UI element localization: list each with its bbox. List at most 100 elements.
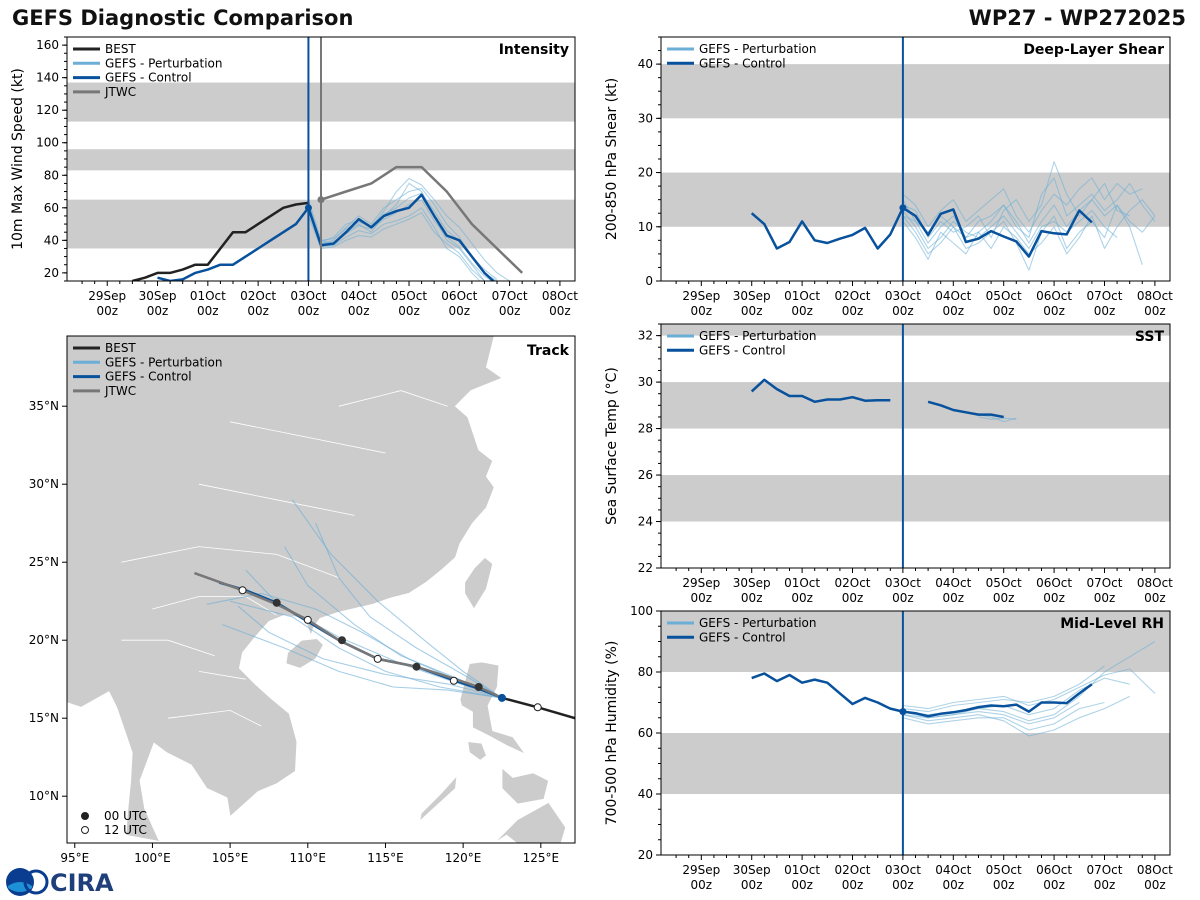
intensity-xtick-label-hour: 00z bbox=[96, 304, 118, 318]
rh-band-1 bbox=[661, 611, 1170, 672]
sst-xtick-label-date: 08Oct bbox=[1137, 576, 1173, 590]
intensity-init-point bbox=[304, 204, 312, 212]
sst-xtick-label-date: 02Oct bbox=[834, 576, 870, 590]
shear-xtick-label-hour: 00z bbox=[691, 304, 713, 318]
admin-boundary-0 bbox=[152, 596, 277, 616]
cira-logo: CIRA bbox=[6, 868, 114, 897]
rh-series-pert-1 bbox=[902, 695, 1130, 737]
sst-series-pert-0 bbox=[978, 416, 1017, 420]
track-point-12utc bbox=[303, 615, 312, 624]
rh-legend-label: GEFS - Perturbation bbox=[699, 616, 816, 630]
rh-xtick-label-date: 08Oct bbox=[1137, 863, 1173, 877]
track-point-00utc bbox=[474, 683, 483, 691]
intensity-ytick-label: 20 bbox=[44, 266, 59, 280]
intensity-series-pert-3 bbox=[307, 177, 512, 281]
intensity-series-pert-2 bbox=[307, 207, 481, 281]
sst-xtick-label-date: 01Oct bbox=[784, 576, 820, 590]
shear-legend-label: GEFS - Control bbox=[699, 56, 786, 70]
intensity-xtick-label-date: 30Sep bbox=[139, 289, 177, 303]
rh-xtick-label-date: 04Oct bbox=[935, 863, 971, 877]
track-xtick-label: 120°E bbox=[445, 851, 482, 865]
rh-chart: 2040608010029Sep00z30Sep00z01Oct00z02Oct… bbox=[604, 604, 1173, 892]
sst-xtick-label-hour: 00z bbox=[691, 591, 713, 605]
shear-xtick-label-date: 04Oct bbox=[935, 289, 971, 303]
rh-ytick-label: 60 bbox=[638, 726, 653, 740]
admin-boundary-3 bbox=[121, 546, 340, 579]
palawan-island bbox=[418, 774, 458, 823]
intensity-ytick-label: 100 bbox=[36, 136, 59, 150]
rh-xtick-label-hour: 00z bbox=[892, 878, 914, 892]
shear-xtick-label-date: 03Oct bbox=[885, 289, 921, 303]
sst-xtick-label-date: 30Sep bbox=[733, 576, 771, 590]
track-point-legend-label: 00 UTC bbox=[104, 809, 147, 823]
rh-legend-label: GEFS - Control bbox=[699, 630, 786, 644]
sst-xtick-label-hour: 00z bbox=[993, 591, 1015, 605]
rh-xtick-label-date: 03Oct bbox=[885, 863, 921, 877]
storm-id: WP27 - WP272025 bbox=[968, 6, 1186, 30]
shear-legend-label: GEFS - Perturbation bbox=[699, 42, 816, 56]
rh-xtick-label-hour: 00z bbox=[1094, 878, 1116, 892]
sst-xtick-label-date: 07Oct bbox=[1086, 576, 1122, 590]
shear-plot-area bbox=[661, 37, 1170, 281]
shear-xtick-label-hour: 00z bbox=[993, 304, 1015, 318]
rh-xtick-label-date: 05Oct bbox=[986, 863, 1022, 877]
intensity-legend-label: JTWC bbox=[104, 85, 136, 99]
rh-ytick-label: 40 bbox=[638, 787, 653, 801]
shear-xtick-label-hour: 00z bbox=[1043, 304, 1065, 318]
shear-xtick-label-hour: 00z bbox=[791, 304, 813, 318]
shear-xtick-label-date: 05Oct bbox=[986, 289, 1022, 303]
rh-series-pert-5 bbox=[902, 668, 1156, 710]
track-point-12utc bbox=[533, 703, 542, 712]
track-ytick-label: 35°N bbox=[29, 399, 59, 413]
sst-plot-area bbox=[661, 324, 1170, 568]
shear-xtick-label-hour: 00z bbox=[892, 304, 914, 318]
intensity-ylabel: 10m Max Wind Speed (kt) bbox=[10, 68, 26, 250]
rh-xtick-label-hour: 00z bbox=[1144, 878, 1166, 892]
cira-logo-text: CIRA bbox=[50, 869, 114, 897]
rh-xtick-label-date: 07Oct bbox=[1086, 863, 1122, 877]
shear-series-pert-0 bbox=[902, 177, 1156, 244]
shear-xtick-label-date: 02Oct bbox=[834, 289, 870, 303]
track-xtick-label: 105°E bbox=[212, 851, 249, 865]
sst-ytick-label: 32 bbox=[638, 329, 653, 343]
shear-xtick-label-hour: 00z bbox=[943, 304, 965, 318]
sst-xtick-label-date: 05Oct bbox=[986, 576, 1022, 590]
intensity-legend-label: BEST bbox=[105, 42, 136, 56]
admin-boundary-7 bbox=[121, 639, 215, 657]
rh-ytick-label: 100 bbox=[630, 604, 653, 618]
intensity-xtick-label-hour: 00z bbox=[247, 304, 269, 318]
shear-chart: 01020304029Sep00z30Sep00z01Oct00z02Oct00… bbox=[604, 36, 1173, 318]
sst-ytick-label: 24 bbox=[638, 515, 653, 529]
sst-ytick-label: 22 bbox=[638, 561, 653, 575]
rh-xtick-label-hour: 00z bbox=[993, 878, 1015, 892]
asia-landmass bbox=[67, 336, 503, 843]
track-legend-label: GEFS - Perturbation bbox=[105, 355, 222, 369]
rh-xtick-label-date: 02Oct bbox=[834, 863, 870, 877]
shear-ylabel: 200-850 hPa Shear (kt) bbox=[604, 78, 620, 240]
track-ytick-label: 10°N bbox=[29, 789, 59, 803]
intensity-ytick-label: 40 bbox=[44, 233, 59, 247]
intensity-xtick-label-hour: 00z bbox=[147, 304, 169, 318]
sst-xtick-label-date: 04Oct bbox=[935, 576, 971, 590]
intensity-xtick-label-date: 07Oct bbox=[492, 289, 528, 303]
shear-series-pert-1 bbox=[902, 204, 1143, 271]
sst-xtick-label-hour: 00z bbox=[892, 591, 914, 605]
track-point-legend-label: 12 UTC bbox=[104, 823, 147, 837]
shear-ytick-label: 40 bbox=[638, 57, 653, 71]
shear-xtick-label-date: 07Oct bbox=[1086, 289, 1122, 303]
track-series-pert-2 bbox=[315, 522, 503, 699]
shear-ytick-label: 30 bbox=[638, 111, 653, 125]
intensity-ytick-label: 60 bbox=[44, 201, 59, 215]
intensity-chart: 2040608010012014016029Sep00z30Sep00z01Oc… bbox=[10, 36, 578, 318]
track-ytick-label: 25°N bbox=[29, 555, 59, 569]
intensity-legend-label: GEFS - Control bbox=[105, 71, 192, 85]
sst-chart: 22242628303229Sep00z30Sep00z01Oct00z02Oc… bbox=[604, 323, 1173, 605]
track-point-12utc bbox=[373, 654, 382, 663]
sst-ylabel: Sea Surface Temp (°C) bbox=[604, 367, 620, 525]
rh-series-control-7 bbox=[751, 672, 1093, 718]
shear-xtick-label-hour: 00z bbox=[1144, 304, 1166, 318]
intensity-series-best-7 bbox=[132, 201, 309, 281]
track-ytick-label: 20°N bbox=[29, 633, 59, 647]
visayas-islands bbox=[501, 767, 550, 805]
shear-band-1 bbox=[661, 64, 1170, 119]
